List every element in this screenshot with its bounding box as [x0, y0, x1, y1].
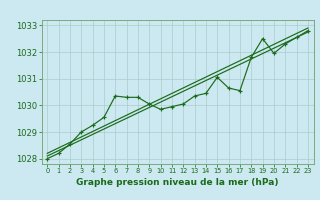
X-axis label: Graphe pression niveau de la mer (hPa): Graphe pression niveau de la mer (hPa) [76, 178, 279, 187]
